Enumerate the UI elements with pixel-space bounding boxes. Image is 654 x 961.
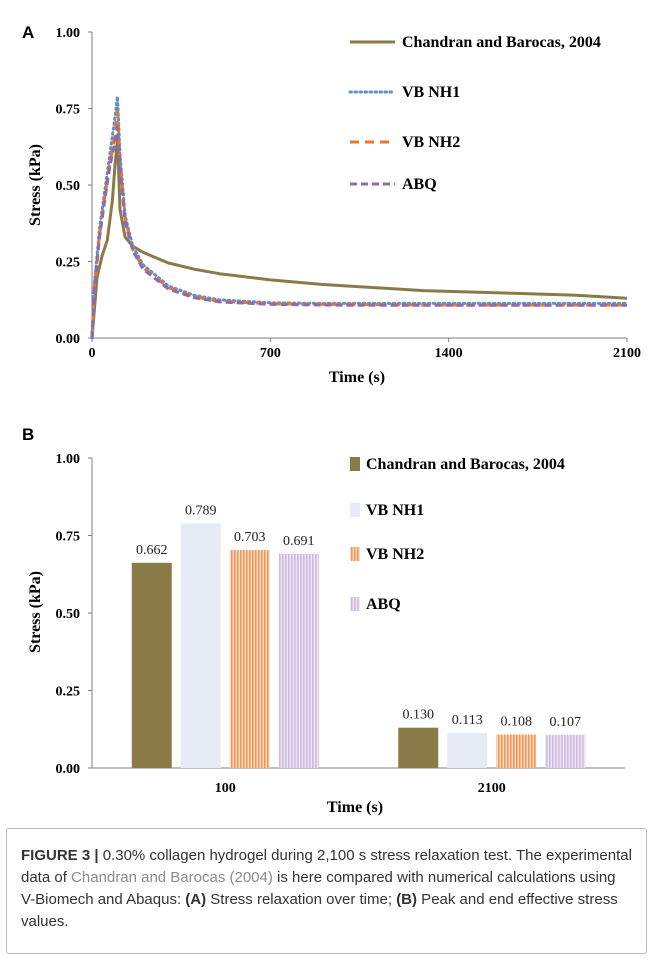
panel-b-legend-label: VB NH1 <box>366 502 424 519</box>
panel-b-bar-label: 0.662 <box>136 543 168 558</box>
panel-b-bar-label: 0.789 <box>185 503 217 518</box>
panel-b-category-label: 2100 <box>478 781 506 796</box>
panel-b-bar <box>398 727 439 768</box>
panel-a-ytick-label: 0.75 <box>56 103 81 118</box>
figure: A 0.00 0.25 0.50 0.75 1.00 0 700 1400 2100 Chand… <box>22 23 641 816</box>
panel-a-xlabel: Time (s) <box>329 369 385 386</box>
panel-b-letter: B <box>22 425 34 444</box>
panel-b-legend-label: Chandran and Barocas, 2004 <box>366 456 565 473</box>
panel-a-ytick-label: 0.50 <box>56 179 81 194</box>
panel-a-xtick-label: 1400 <box>435 346 463 361</box>
panel-b-xlabel: Time (s) <box>327 799 383 816</box>
caption-b-text: Peak and end effective stress values. <box>21 891 618 930</box>
panel-b-bar <box>496 734 537 768</box>
panel-a-legend-label: ABQ <box>402 176 437 193</box>
panel-b-bar <box>545 734 586 768</box>
panel-b-ylabel: Stress (kPa) <box>27 571 44 653</box>
panel-b-legend-label: ABQ <box>366 596 401 613</box>
panel-b-bar <box>278 553 319 768</box>
caption-a-label: (A) <box>185 891 207 908</box>
panel-b-bars: 0.662 0.789 0.703 0.691 0.130 0.113 0.108 0.107 <box>131 503 586 768</box>
panel-b-ytick-label: 0.50 <box>56 607 81 622</box>
panel-b-bar <box>180 523 221 768</box>
panel-b-legend-swatch <box>350 547 360 561</box>
panel-a-ytick-label: 1.00 <box>56 26 81 41</box>
panel-a-lines <box>90 95 629 340</box>
panel-a-ylabel: Stress (kPa) <box>27 144 44 226</box>
panel-b-bar-label: 0.691 <box>283 534 315 549</box>
panel-a-series-line-0 <box>90 137 628 339</box>
panel-a-letter: A <box>22 23 34 42</box>
panel-b-legend-swatch <box>350 457 360 471</box>
panel-a-legend-label: Chandran and Barocas, 2004 <box>402 34 601 51</box>
panel-a-series-line-1 <box>90 95 629 340</box>
panel-b-category-label: 100 <box>215 781 236 796</box>
panel-b-legend-label: VB NH2 <box>366 546 424 563</box>
panel-a-ytick-label: 0.25 <box>56 256 81 271</box>
panel-a-ytick-label: 0.00 <box>56 332 81 347</box>
panel-b-legend: Chandran and Barocas, 2004 VB NH1 VB NH2 AB… <box>350 456 565 613</box>
panel-b-legend-swatch <box>350 503 360 517</box>
caption-b-label: (B) <box>396 891 418 908</box>
panel-b-legend-swatch <box>350 597 360 611</box>
panel-b-bar <box>447 732 488 768</box>
panel-b-ytick-label: 1.00 <box>56 452 81 467</box>
panel-b-ytick-label: 0.75 <box>56 530 81 545</box>
panel-b-ytick-label: 0.00 <box>56 762 81 777</box>
panel-a-legend: Chandran and Barocas, 2004 VB NH1 VB NH2 AB… <box>348 34 601 193</box>
panel-b-axes: 0.00 0.25 0.50 0.75 1.00 100 2100 <box>56 452 625 796</box>
panel-a-legend-label: VB NH2 <box>402 134 460 151</box>
panel-a-xtick-label: 0 <box>89 346 96 361</box>
panel-a-axes: 0.00 0.25 0.50 0.75 1.00 0 700 1400 2100 <box>56 26 642 361</box>
panel-b: B 0.00 0.25 0.50 0.75 1.00 100 2100 0.662 0.789… <box>22 425 625 816</box>
panel-a-xtick-label: 700 <box>260 346 281 361</box>
panel-b-bar <box>131 562 172 768</box>
panel-a-xtick-label: 2100 <box>613 346 641 361</box>
panel-b-bar-label: 0.130 <box>403 708 435 723</box>
panel-b-ytick-label: 0.25 <box>56 685 81 700</box>
panel-b-bar <box>229 550 270 768</box>
caption-a-text: Stress relaxation over time; <box>206 891 397 908</box>
caption-label: FIGURE 3 | <box>21 847 99 864</box>
panel-b-bar-label: 0.113 <box>452 713 483 728</box>
panel-b-bar-label: 0.703 <box>234 530 266 545</box>
panel-a-series-line-3 <box>90 125 627 339</box>
caption-text-1: 0.30% collagen hydrogel during 2,100 s s… <box>21 847 632 886</box>
panel-a-legend-label: VB NH1 <box>402 84 460 101</box>
caption-text-2: is here compared with numerical calculat… <box>21 869 616 908</box>
caption-reference-link[interactable]: Chandran and Barocas (2004) <box>71 869 273 886</box>
figure-caption: FIGURE 3 | 0.30% collagen hydrogel durin… <box>6 828 647 954</box>
panel-b-bar-label: 0.108 <box>501 715 533 730</box>
panel-b-bar-label: 0.107 <box>550 715 582 730</box>
panel-a: A 0.00 0.25 0.50 0.75 1.00 0 700 1400 2100 Chand… <box>22 23 641 386</box>
